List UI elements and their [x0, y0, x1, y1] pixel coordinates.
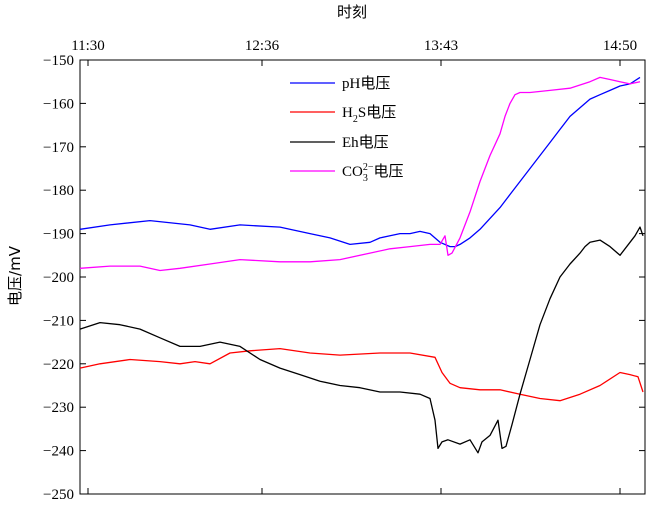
y-tick-label: −240 — [43, 444, 74, 460]
x-tick-label: 12:36 — [245, 38, 280, 54]
x-tick-label: 13:43 — [424, 38, 458, 54]
x-axis: 11:30 12:36 13:43 14:50 — [71, 38, 637, 494]
y-tick-label: −210 — [43, 313, 74, 329]
y-tick-label: −190 — [43, 227, 74, 243]
y-tick-label: −150 — [43, 53, 74, 69]
y-tick-label: −230 — [43, 400, 74, 416]
legend: pH电压 H2S电压 Eh电压 CO32−电压 — [290, 74, 404, 184]
y-tick-label: −220 — [43, 357, 74, 373]
y-tick-label: −250 — [43, 487, 74, 503]
series-line-2 — [79, 226, 644, 454]
y-tick-label: −200 — [43, 270, 74, 286]
x-tick-label: 14:50 — [603, 38, 637, 54]
legend-label-3: CO32−电压 — [342, 162, 404, 184]
y-axis: −150 −160 −170 −180 −190 −200 −210 −220 −230 −240… — [43, 53, 645, 503]
legend-label-1: H2S电压 — [342, 103, 396, 125]
series-line-1 — [79, 347, 644, 402]
y-axis-title: 电压/mV — [6, 245, 24, 306]
series-line-3 — [79, 76, 641, 272]
x-axis-title: 时刻 — [337, 3, 367, 21]
series-line-0 — [79, 76, 641, 248]
series-lines — [79, 76, 644, 454]
legend-label-2: Eh电压 — [342, 133, 389, 151]
legend-label-0: pH电压 — [342, 74, 390, 92]
y-tick-label: −160 — [43, 96, 74, 112]
x-tick-label: 11:30 — [71, 38, 105, 54]
y-tick-label: −170 — [43, 140, 74, 156]
y-tick-label: −180 — [43, 183, 74, 199]
